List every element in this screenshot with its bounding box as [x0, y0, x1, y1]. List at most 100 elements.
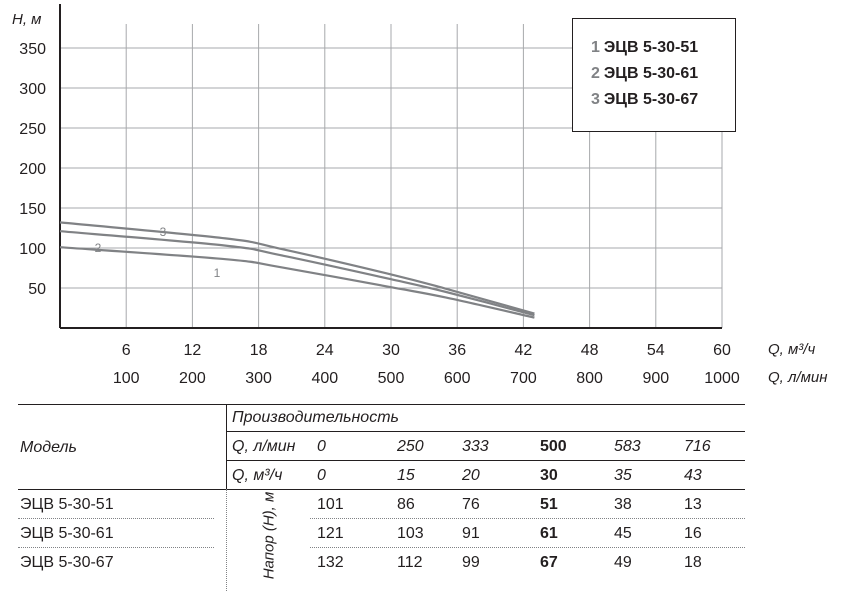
legend-item-2: 2 ЭЦВ 5-30-61 — [591, 61, 735, 87]
performance-table: Производительность Модель Q, л/мин Q, м³… — [0, 404, 843, 591]
legend-number: 3 — [591, 91, 600, 108]
head-value-cell: 101 — [317, 496, 344, 513]
head-value-cell: 16 — [684, 525, 702, 542]
table-row-divider — [310, 518, 745, 519]
table-column-divider — [226, 404, 227, 489]
y-tick-label: 200 — [19, 161, 46, 178]
y-tick-label: 50 — [28, 281, 46, 298]
x-tick-label-lmin: 900 — [642, 370, 669, 387]
x-tick-label-m3: 60 — [713, 342, 731, 359]
x-tick-label-m3: 6 — [122, 342, 131, 359]
table-header-rule — [226, 460, 745, 461]
table-top-rule — [18, 404, 745, 405]
q-lmin-label: Q, л/мин — [232, 438, 296, 455]
performance-header: Производительность — [232, 409, 399, 426]
q-m3-cell: 35 — [614, 467, 632, 484]
legend-label: ЭЦВ 5-30-51 — [603, 39, 699, 56]
legend-label: ЭЦВ 5-30-67 — [603, 91, 699, 108]
x-tick-label-m3: 42 — [515, 342, 533, 359]
x-tick-label-lmin: 1000 — [704, 370, 740, 387]
x-tick-label-lmin: 300 — [245, 370, 272, 387]
q-lmin-cell: 0 — [317, 438, 326, 455]
head-value-cell: 67 — [540, 554, 558, 571]
legend-item-3: 3 ЭЦВ 5-30-67 — [591, 87, 735, 113]
x-tick-label-m3: 18 — [250, 342, 268, 359]
head-value-cell: 49 — [614, 554, 632, 571]
x-tick-label-m3: 54 — [647, 342, 665, 359]
head-value-cell: 91 — [462, 525, 480, 542]
y-axis-label: Н, м — [12, 11, 41, 28]
x-axis-label-lmin: Q, л/мин — [768, 369, 828, 386]
x-tick-label-lmin: 800 — [576, 370, 603, 387]
series-number-label: 1 — [214, 266, 221, 280]
legend-label: ЭЦВ 5-30-61 — [603, 65, 699, 82]
x-tick-label-m3: 36 — [448, 342, 466, 359]
chart-legend: 1 ЭЦВ 5-30-51 2 ЭЦВ 5-30-61 3 ЭЦВ 5-30-67 — [572, 18, 736, 132]
x-tick-label-lmin: 700 — [510, 370, 537, 387]
q-lmin-cell: 250 — [397, 438, 424, 455]
head-value-cell: 99 — [462, 554, 480, 571]
series-line-1 — [59, 246, 535, 319]
legend-number: 1 — [591, 39, 600, 56]
q-m3-cell: 20 — [462, 467, 480, 484]
q-m3-label: Q, м³/ч — [232, 467, 283, 484]
y-tick-label: 150 — [19, 201, 46, 218]
series-line-2 — [59, 230, 535, 317]
table-header-rule — [226, 431, 745, 432]
x-tick-label-m3: 12 — [184, 342, 202, 359]
head-value-cell: 112 — [397, 554, 423, 571]
y-tick-label: 350 — [19, 41, 46, 58]
head-value-cell: 103 — [397, 525, 424, 542]
legend-item-1: 1 ЭЦВ 5-30-51 — [591, 35, 735, 61]
x-tick-label-lmin: 500 — [378, 370, 405, 387]
q-lmin-cell: 500 — [540, 438, 567, 455]
head-value-cell: 51 — [540, 496, 558, 513]
head-value-cell: 76 — [462, 496, 480, 513]
x-tick-label-lmin: 400 — [311, 370, 338, 387]
x-axis-label-m3: Q, м³/ч — [768, 341, 815, 358]
head-value-cell: 132 — [317, 554, 344, 571]
table-row-divider — [18, 518, 214, 519]
model-cell: ЭЦВ 5-30-67 — [20, 554, 114, 571]
y-tick-label: 300 — [19, 81, 46, 98]
x-tick-label-lmin: 600 — [444, 370, 471, 387]
x-tick-label-m3: 24 — [316, 342, 334, 359]
table-row-divider — [18, 547, 214, 548]
table-row-divider — [310, 547, 745, 548]
head-value-cell: 121 — [317, 525, 344, 542]
table-body-rule — [18, 489, 745, 490]
chart-axes — [59, 4, 722, 329]
q-m3-cell: 30 — [540, 467, 558, 484]
chart-curves: 1 2 3 — [59, 221, 535, 319]
head-value-cell: 61 — [540, 525, 558, 542]
x-tick-label-lmin: 100 — [113, 370, 140, 387]
legend-number: 2 — [591, 65, 600, 82]
series-number-label: 2 — [95, 241, 102, 255]
q-m3-cell: 15 — [397, 467, 415, 484]
x-tick-label-m3: 30 — [382, 342, 400, 359]
head-value-cell: 18 — [684, 554, 702, 571]
x-tick-label-m3: 48 — [581, 342, 599, 359]
q-lmin-cell: 583 — [614, 438, 641, 455]
q-m3-cell: 0 — [317, 467, 326, 484]
series-line-3 — [59, 221, 535, 315]
q-lmin-cell: 716 — [684, 438, 711, 455]
head-value-cell: 86 — [397, 496, 415, 513]
y-tick-label: 100 — [19, 241, 46, 258]
head-value-cell: 38 — [614, 496, 632, 513]
q-m3-cell: 43 — [684, 467, 702, 484]
model-header: Модель — [20, 439, 77, 456]
model-cell: ЭЦВ 5-30-51 — [20, 496, 114, 513]
x-tick-label-lmin: 200 — [179, 370, 206, 387]
series-number-label: 3 — [160, 225, 167, 239]
q-lmin-cell: 333 — [462, 438, 489, 455]
model-cell: ЭЦВ 5-30-61 — [20, 525, 114, 542]
chart-grid — [60, 24, 723, 328]
head-value-cell: 13 — [684, 496, 702, 513]
head-value-cell: 45 — [614, 525, 632, 542]
table-column-divider — [226, 489, 227, 591]
head-label: Напор (Н), м — [260, 491, 278, 580]
y-tick-label: 250 — [19, 121, 46, 138]
